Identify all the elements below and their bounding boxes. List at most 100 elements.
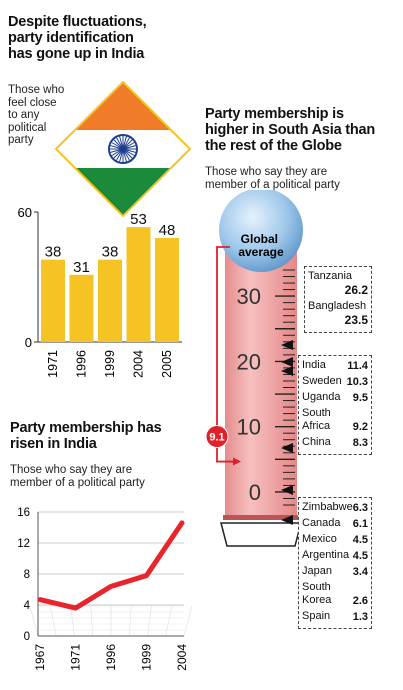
- bar-category-label: 1996: [75, 350, 89, 378]
- line-y-tick-label: 12: [17, 538, 30, 550]
- bar-category-label: 1999: [103, 350, 117, 378]
- country-group-box: India 11.4 Sweden 10.3 Uganda 9.5 South Africa…: [298, 355, 372, 455]
- country-row: Argentina 4.5: [302, 549, 368, 562]
- india-flag-icon: [54, 80, 192, 218]
- country-value: 6.3: [352, 502, 368, 514]
- bar-y-tick-label: 0: [25, 335, 32, 350]
- line-x-tick-label: 1967: [33, 644, 47, 671]
- line-y-tick-label: 4: [24, 600, 31, 612]
- country-row: Canada 6.1: [302, 517, 368, 530]
- country-name: China: [302, 436, 331, 448]
- thermo-scale-label: 10: [237, 415, 261, 440]
- thermo-scale-label: 20: [237, 349, 261, 374]
- bar: [69, 274, 94, 342]
- thermo-scale-label: 0: [249, 480, 261, 505]
- member-subtitle-line: member of a political party: [10, 476, 145, 489]
- country-row: India 11.4: [302, 359, 368, 372]
- id-subtitle-line: feel close: [8, 96, 57, 109]
- line-x-tick-label: 1999: [140, 644, 154, 671]
- thermometer-chart: Global average 0 10 20 30 9.1: [205, 190, 303, 547]
- country-row: Zimbabwe 6.3: [302, 501, 368, 514]
- bar-category-label: 2005: [160, 350, 174, 378]
- thermometer-tube: [225, 250, 297, 515]
- country-name: Argentina: [302, 549, 350, 561]
- id-subtitle-line: Those who: [8, 84, 65, 96]
- country-name: Sweden: [302, 375, 342, 387]
- line-floor-grid: [29, 605, 39, 637]
- bar: [98, 259, 122, 342]
- country-value: 23.5: [344, 313, 368, 327]
- member-line-chart: 0 4 8 12 16 1967 1971 1996 1999 2004: [17, 507, 193, 671]
- country-name: Bangladesh: [308, 300, 367, 312]
- global-average-value: 9.1: [209, 432, 224, 444]
- country-name: Tanzania: [308, 270, 353, 282]
- line-y-tick-label: 0: [24, 631, 30, 643]
- country-value: 11.4: [347, 360, 368, 372]
- line-floor-grid: [147, 605, 152, 637]
- country-row: Mexico 4.5: [302, 533, 368, 546]
- thermo-pointer: [281, 340, 293, 350]
- id-chart-subtitle: Those who feel close to any political pa…: [8, 84, 64, 147]
- country-name: Mexico: [302, 533, 337, 545]
- country-name: Canada: [302, 517, 341, 529]
- country-value: 9.5: [352, 392, 368, 404]
- country-row: Bangladesh 23.5: [308, 300, 368, 327]
- id-subtitle-line: political: [8, 121, 47, 134]
- bar-value-label: 53: [130, 211, 147, 228]
- id-title-line: party identification: [8, 30, 134, 46]
- bar-value-label: 38: [102, 244, 119, 261]
- member-title-line: risen in India: [10, 436, 97, 452]
- globe-subtitle-line: Those who say they are: [205, 166, 328, 178]
- country-row: Tanzania 26.2: [308, 270, 368, 297]
- country-value: 8.3: [352, 437, 368, 449]
- country-row: Japan 3.4: [302, 565, 368, 578]
- country-name: India: [302, 359, 326, 371]
- country-row: China 8.3: [302, 436, 368, 449]
- global-average-line: [216, 246, 233, 463]
- id-title-line: has gone up in India: [8, 46, 145, 62]
- globe-chart-subtitle: Those who say they are member of a polit…: [205, 166, 340, 191]
- country-value: 9.2: [352, 421, 368, 433]
- country-group-box: Zimbabwe 6.3 Canada 6.1 Mexico 4.5 Argentina 4.…: [298, 497, 372, 629]
- country-row: Uganda 9.5: [302, 391, 368, 404]
- country-row: Sweden 10.3: [302, 375, 368, 388]
- global-average-badge: [205, 425, 229, 449]
- line-y-tick-label: 16: [17, 507, 30, 519]
- globe-bulb: [219, 190, 303, 272]
- member-title-line: Party membership has: [10, 420, 162, 436]
- id-chart-title: Despite fluctuations, party identificati…: [8, 14, 147, 62]
- member-chart-subtitle: Those who say they are member of a polit…: [10, 464, 145, 489]
- flag-border: [54, 80, 192, 218]
- bar-value-label: 38: [45, 244, 62, 261]
- id-subtitle-line: to any: [8, 109, 40, 121]
- country-name: Uganda: [302, 391, 341, 403]
- line-floor-grid: [183, 605, 193, 637]
- thermo-pointer: [281, 443, 293, 453]
- line-floor-grid: [128, 605, 132, 637]
- country-name: South Korea: [302, 581, 332, 606]
- country-name: Japan: [302, 565, 332, 577]
- member-subtitle-line: Those who say they are: [10, 464, 133, 476]
- line-x-tick-label: 1996: [104, 644, 118, 671]
- global-average-line: average: [238, 245, 284, 259]
- thermo-pointer: [281, 515, 293, 525]
- country-group-box: Tanzania 26.2 Bangladesh 23.5: [304, 266, 372, 333]
- chakra-spoke: [109, 144, 137, 154]
- bar: [155, 238, 179, 342]
- country-name: Zimbabwe: [302, 501, 353, 513]
- line-floor-grid: [70, 605, 75, 637]
- bar-category-label: 1971: [46, 350, 60, 378]
- thermo-scale-label: 30: [237, 284, 261, 309]
- globe-title-line: the rest of the Globe: [205, 138, 342, 154]
- country-value: 4.5: [352, 534, 368, 546]
- globe-title-line: Party membership is: [205, 106, 344, 122]
- thermometer-base-rim: [223, 515, 299, 520]
- chakra-icon: [108, 134, 138, 164]
- globe-subtitle-line: member of a political party: [205, 178, 340, 191]
- globe-chart-title: Party membership is higher in South Asia…: [205, 106, 375, 154]
- globe-title-line: higher in South Asia than: [205, 122, 376, 138]
- country-row: South Africa 9.2: [302, 407, 368, 433]
- member-chart-title: Party membership has risen in India: [10, 420, 162, 452]
- bar: [41, 259, 65, 342]
- id-title-line: Despite fluctuations,: [8, 14, 147, 30]
